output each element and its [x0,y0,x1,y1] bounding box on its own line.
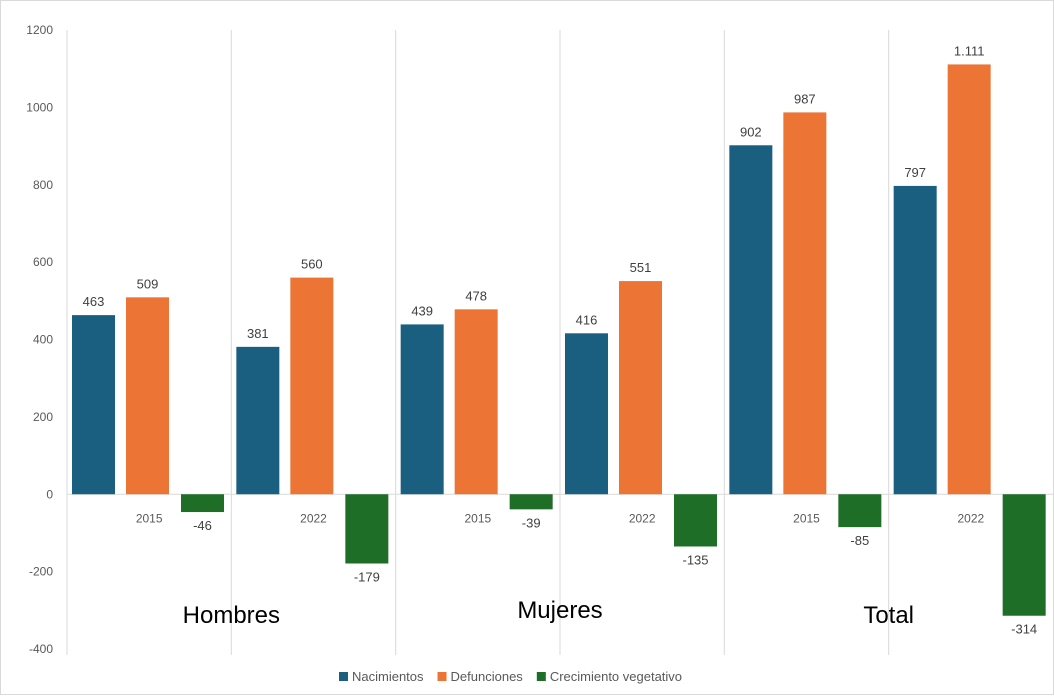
group-label: Mujeres [517,597,602,624]
bar-defunciones [126,297,169,495]
bar-nacimientos [72,315,115,495]
y-tick-label: 600 [33,255,53,269]
bar-nacimientos [400,324,444,495]
data-label: -85 [850,533,869,548]
y-tick-label: -200 [29,565,53,579]
y-tick-label: 1000 [26,100,53,114]
legend-label: Crecimiento vegetativo [550,669,682,684]
bar-crecimiento-vegetativo [345,494,389,564]
data-label: -135 [682,552,708,567]
y-tick-label: 400 [33,333,53,347]
data-label: -179 [354,570,380,585]
data-label: 439 [411,303,433,318]
x-year-label: 2015 [464,511,491,525]
data-label: -314 [1011,622,1037,637]
data-label: 463 [83,294,105,309]
legend-label: Nacimientos [352,669,424,684]
bar-defunciones [454,309,498,495]
bar-crecimiento-vegetativo [674,494,717,547]
bar-crecimiento-vegetativo [509,494,553,510]
legend-swatch [437,672,447,681]
bar-nacimientos [565,333,608,495]
data-label: 381 [247,326,269,341]
legend-label: Defunciones [451,669,524,684]
x-year-label: 2022 [300,511,327,525]
x-year-label: 2015 [136,511,163,525]
data-label: 902 [740,124,762,139]
bar-defunciones [783,112,827,495]
y-tick-label: 1200 [26,23,53,37]
group-label: Hombres [183,602,280,629]
data-label: 478 [465,288,487,303]
data-label: 797 [904,165,926,180]
data-label: -46 [193,518,212,533]
data-label: 551 [630,260,652,275]
data-label: 560 [301,257,323,272]
bar-nacimientos [893,185,937,495]
data-label: 509 [137,276,159,291]
y-tick-label: 200 [33,410,53,424]
bar-defunciones [947,64,991,495]
y-tick-label: -400 [29,642,53,656]
x-year-label: 2022 [629,511,656,525]
group-label: Total [863,602,914,629]
bar-nacimientos [729,145,773,495]
bar-nacimientos [236,346,280,495]
x-year-label: 2022 [957,511,984,525]
data-label: 987 [794,91,816,106]
data-label: 416 [576,312,598,327]
bar-defunciones [619,281,662,495]
legend-swatch [536,672,546,681]
data-label: -39 [522,515,541,530]
bar-crecimiento-vegetativo [181,494,224,513]
data-label: 1.111 [954,43,985,58]
bar-defunciones [290,277,334,495]
legend-swatch [339,672,348,681]
x-year-label: 2015 [793,511,820,525]
bar-crecimiento-vegetativo [838,494,882,528]
y-tick-label: 800 [33,178,53,192]
y-tick-label: 0 [46,487,53,501]
bar-crecimiento-vegetativo [1002,494,1046,616]
